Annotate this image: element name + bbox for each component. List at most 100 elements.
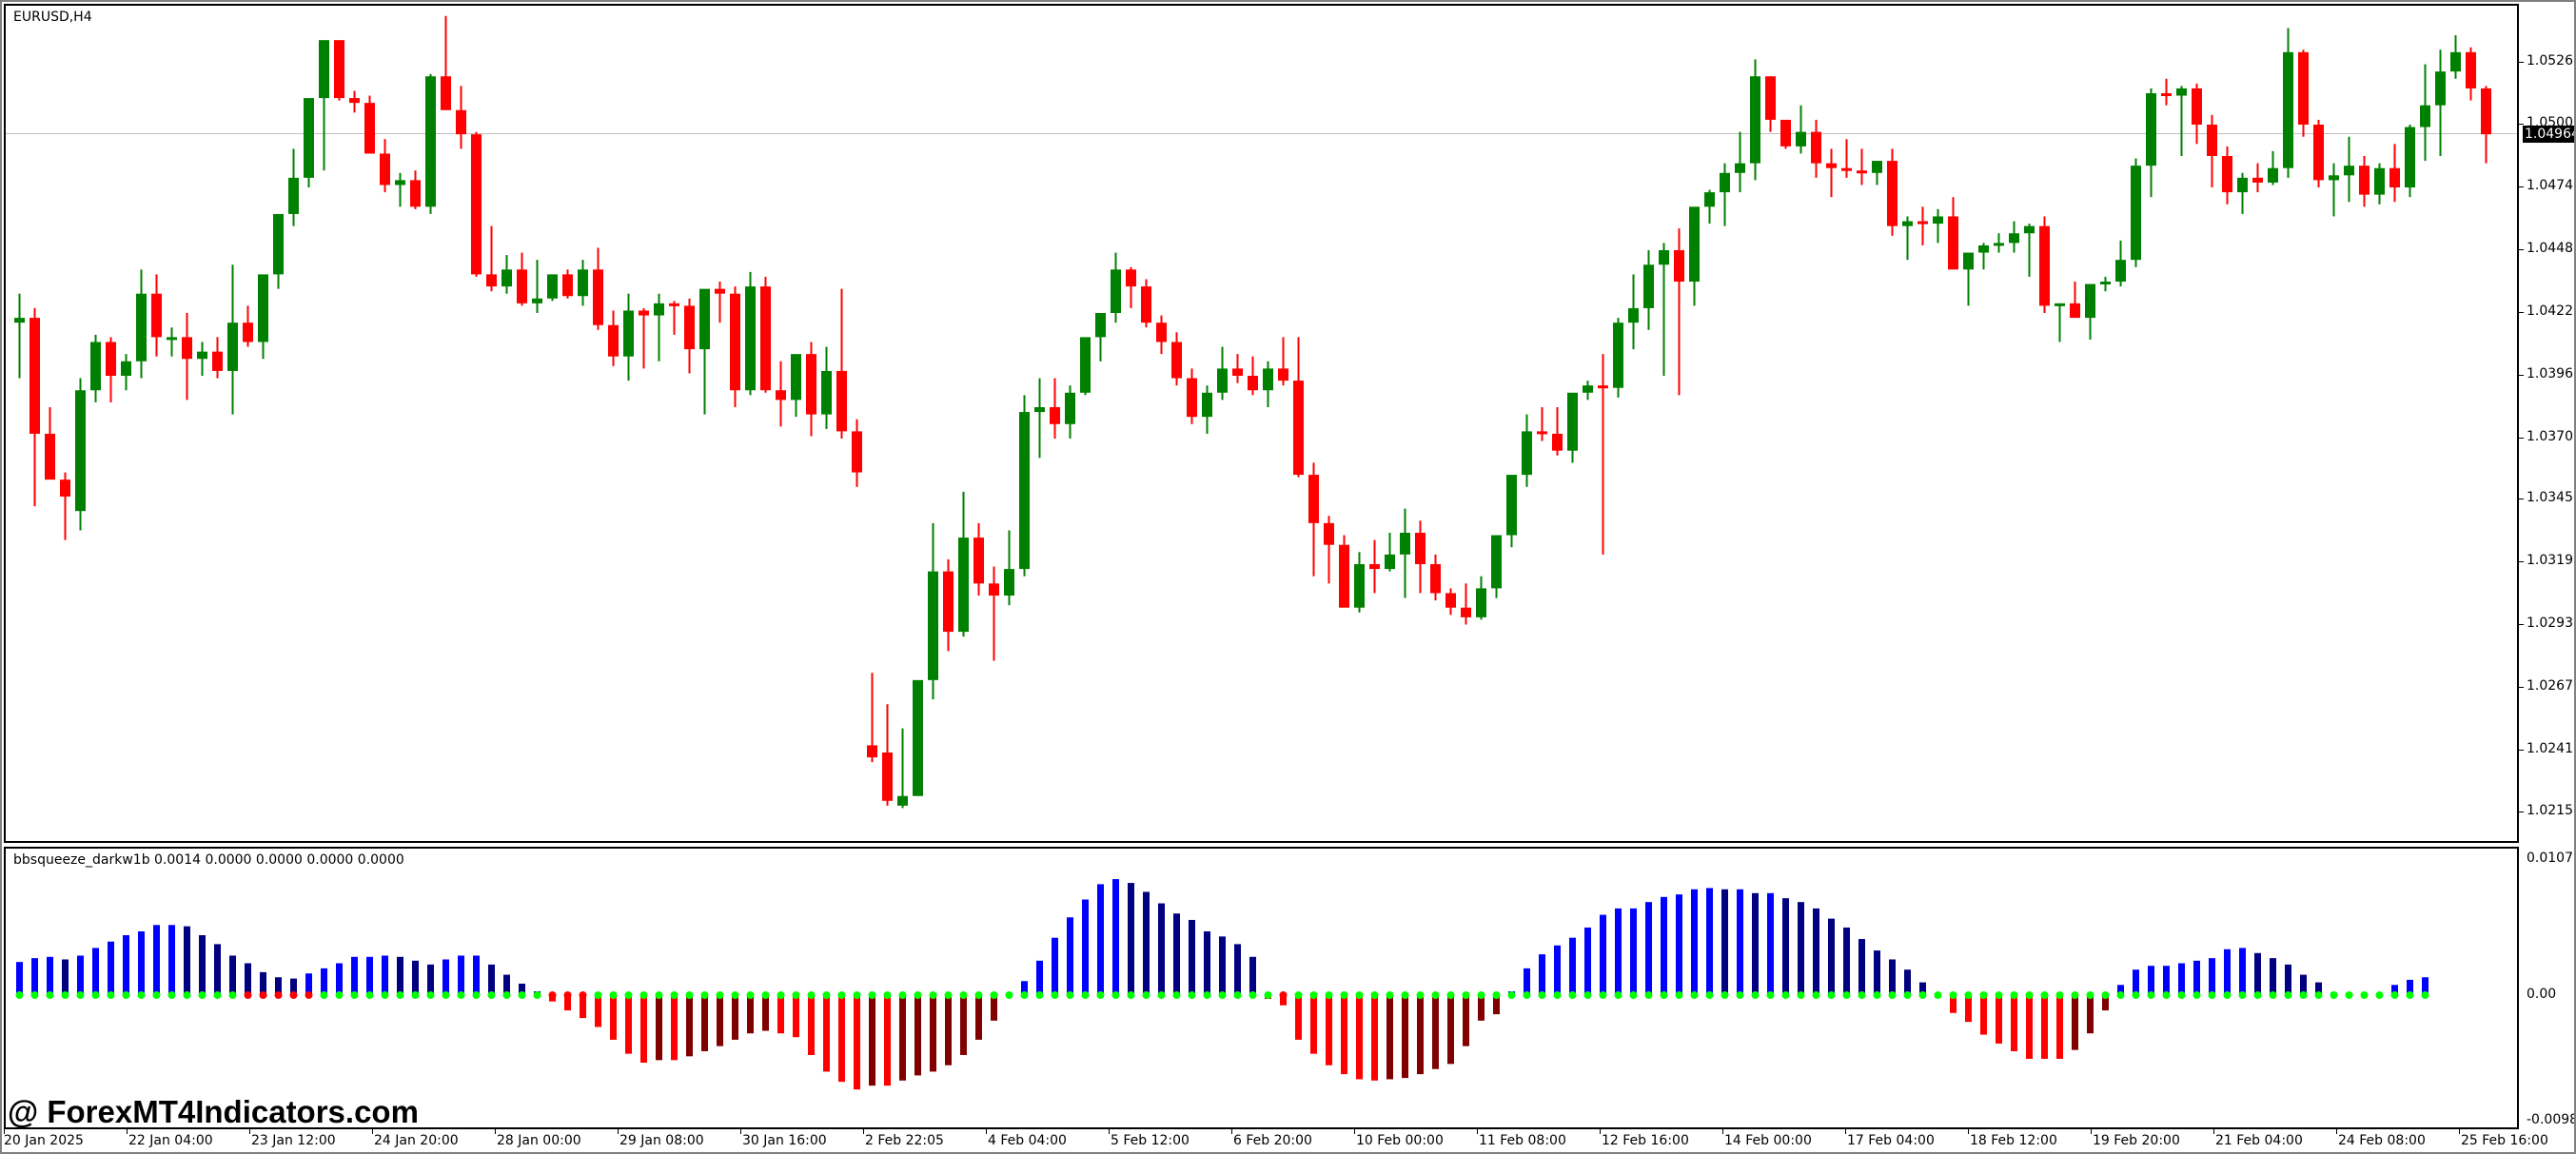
price-axis[interactable]: 1.052601.050051.047451.044851.042251.039… bbox=[2519, 0, 2576, 1129]
price-chart-pane[interactable]: EURUSD,H4 bbox=[4, 4, 2519, 843]
price-tick-label: 1.03705 bbox=[2527, 428, 2576, 444]
candle-body bbox=[1659, 250, 1669, 265]
candle-body bbox=[1461, 607, 1471, 617]
squeeze-histogram-bar bbox=[473, 955, 480, 995]
squeeze-dot bbox=[396, 991, 404, 999]
current-price-label: 1.04964 bbox=[2523, 125, 2576, 143]
squeeze-dot bbox=[1355, 991, 1364, 999]
time-tick bbox=[2336, 1129, 2337, 1134]
price-tick-label: 1.04485 bbox=[2527, 240, 2576, 256]
squeeze-histogram-bar bbox=[184, 926, 190, 995]
squeeze-dot bbox=[594, 991, 602, 999]
time-axis[interactable]: 20 Jan 2025 22 Jan 04:00 23 Jan 12:00 24 Ja… bbox=[0, 1129, 2576, 1154]
candle-body bbox=[1978, 244, 1989, 253]
squeeze-histogram-bar bbox=[108, 941, 114, 995]
candle-body bbox=[1065, 392, 1075, 424]
candle-body bbox=[1933, 216, 1943, 225]
squeeze-dot bbox=[2223, 991, 2232, 999]
time-tick bbox=[1968, 1129, 1969, 1134]
squeeze-histogram-bar bbox=[1280, 995, 1287, 1006]
squeeze-dot bbox=[868, 991, 876, 999]
squeeze-histogram-bar bbox=[92, 948, 99, 995]
time-tick bbox=[1845, 1129, 1846, 1134]
candle-body bbox=[913, 679, 923, 796]
squeeze-histogram-bar bbox=[1189, 919, 1195, 995]
squeeze-dot bbox=[1538, 991, 1546, 999]
candle-body bbox=[852, 431, 862, 473]
price-tick-label: 1.02930 bbox=[2527, 616, 2576, 632]
squeeze-dot bbox=[335, 991, 344, 999]
squeeze-dot bbox=[2284, 991, 2292, 999]
squeeze-histogram-bar bbox=[275, 977, 282, 995]
squeeze-dot bbox=[152, 991, 161, 999]
time-tick-label: 5 Feb 12:00 bbox=[1111, 1133, 1190, 1148]
price-tick-label: 1.03450 bbox=[2527, 490, 2576, 506]
candle-body bbox=[1232, 368, 1243, 377]
squeeze-histogram-bar bbox=[1919, 982, 1926, 995]
time-tick-label: 12 Feb 16:00 bbox=[1602, 1133, 1689, 1148]
candle-body bbox=[75, 390, 86, 512]
squeeze-histogram-bar bbox=[77, 955, 84, 995]
time-tick bbox=[740, 1129, 741, 1134]
squeeze-histogram-bar bbox=[1371, 995, 1378, 1081]
squeeze-dot bbox=[1081, 991, 1090, 999]
squeeze-histogram-bar bbox=[1965, 995, 1972, 1023]
candle-body bbox=[1917, 221, 1928, 225]
squeeze-histogram-bar bbox=[2391, 985, 2398, 995]
squeeze-histogram-bar bbox=[458, 955, 464, 995]
time-tick bbox=[1722, 1129, 1723, 1134]
squeeze-histogram-bar bbox=[838, 995, 845, 1083]
time-tick-label: 17 Feb 04:00 bbox=[1847, 1133, 1935, 1148]
squeeze-histogram-bar bbox=[732, 995, 738, 1040]
indicator-pane[interactable]: bbsqueeze_darkw1b 0.0014 0.0000 0.0000 0… bbox=[4, 847, 2519, 1129]
candle-body bbox=[2085, 284, 2095, 319]
squeeze-histogram-bar bbox=[123, 935, 129, 995]
squeeze-histogram-bar bbox=[2041, 995, 2048, 1059]
squeeze-histogram-bar bbox=[1478, 995, 1485, 1021]
candle-body bbox=[1019, 412, 1030, 570]
squeeze-dot bbox=[624, 991, 633, 999]
squeeze-dot bbox=[792, 991, 800, 999]
candle-body bbox=[273, 213, 284, 275]
candle-body bbox=[1385, 554, 1395, 570]
squeeze-histogram-bar bbox=[823, 995, 830, 1072]
candle-body bbox=[2237, 177, 2248, 193]
candle-body bbox=[2024, 225, 2035, 234]
squeeze-dot bbox=[1477, 991, 1485, 999]
squeeze-histogram-bar bbox=[854, 995, 860, 1090]
squeeze-dot bbox=[2071, 991, 2079, 999]
squeeze-histogram-bar bbox=[336, 963, 343, 995]
squeeze-dot bbox=[1386, 991, 1394, 999]
squeeze-dot bbox=[1233, 991, 1242, 999]
time-tick-label: 22 Jan 04:00 bbox=[128, 1133, 213, 1148]
squeeze-dot bbox=[1934, 991, 1942, 999]
candle-body bbox=[1248, 376, 1258, 391]
candle-body bbox=[1567, 392, 1578, 451]
squeeze-dot bbox=[91, 991, 100, 999]
squeeze-dot bbox=[183, 991, 191, 999]
squeeze-dot bbox=[228, 991, 237, 999]
squeeze-histogram-bar bbox=[2315, 982, 2322, 995]
candle-body bbox=[1308, 475, 1319, 523]
time-tick-label: 14 Feb 00:00 bbox=[1724, 1133, 1812, 1148]
squeeze-dot bbox=[1629, 991, 1638, 999]
candle-body bbox=[456, 109, 466, 135]
squeeze-dot bbox=[914, 991, 922, 999]
squeeze-histogram-bar bbox=[2224, 949, 2231, 995]
candle-body bbox=[2222, 156, 2232, 193]
squeeze-dot bbox=[1705, 991, 1714, 999]
squeeze-dot bbox=[837, 991, 846, 999]
candle-body bbox=[1506, 475, 1517, 536]
candle-body bbox=[1004, 569, 1014, 597]
candle-body bbox=[2420, 105, 2430, 127]
squeeze-dot bbox=[1005, 991, 1013, 999]
candle-body bbox=[2131, 166, 2141, 261]
time-tick-label: 21 Feb 04:00 bbox=[2215, 1133, 2303, 1148]
squeeze-histogram-bar bbox=[640, 995, 647, 1064]
squeeze-dot bbox=[2253, 991, 2262, 999]
candle-body bbox=[1811, 131, 1821, 164]
squeeze-histogram-bar bbox=[1326, 995, 1332, 1066]
price-tick bbox=[2519, 248, 2524, 250]
squeeze-dot bbox=[944, 991, 953, 999]
